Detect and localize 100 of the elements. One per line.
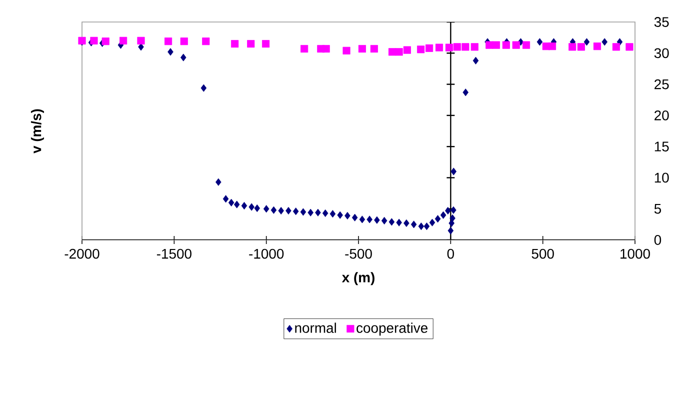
point bbox=[435, 44, 444, 52]
point bbox=[337, 211, 343, 219]
point bbox=[263, 205, 270, 213]
point bbox=[445, 206, 451, 215]
y-axis-title: v (m/s) bbox=[30, 109, 44, 154]
point bbox=[395, 48, 403, 56]
point bbox=[445, 44, 453, 52]
point bbox=[536, 38, 543, 46]
point bbox=[270, 206, 277, 214]
y-tick-label: 10 bbox=[654, 172, 669, 183]
x-tick-label: 500 bbox=[532, 248, 554, 259]
y-tick-label: 0 bbox=[654, 235, 662, 245]
point bbox=[292, 208, 299, 216]
x-tick-label: 0 bbox=[447, 248, 454, 259]
point bbox=[90, 36, 98, 44]
point bbox=[568, 43, 576, 51]
point bbox=[180, 38, 188, 46]
point bbox=[359, 216, 366, 224]
point bbox=[453, 43, 461, 51]
x-tick-label: -1500 bbox=[156, 248, 192, 259]
point bbox=[342, 46, 350, 54]
point bbox=[429, 218, 436, 226]
point bbox=[462, 43, 470, 51]
point bbox=[492, 41, 500, 49]
point bbox=[322, 44, 330, 53]
point bbox=[366, 216, 372, 224]
point bbox=[396, 218, 402, 226]
point bbox=[472, 56, 479, 64]
point bbox=[584, 38, 590, 46]
point bbox=[344, 212, 350, 220]
point bbox=[322, 209, 328, 218]
point bbox=[593, 42, 601, 50]
x-tick-label: -1000 bbox=[249, 248, 284, 259]
point bbox=[138, 43, 144, 51]
point bbox=[512, 41, 520, 49]
point bbox=[137, 36, 145, 44]
point bbox=[180, 54, 186, 62]
point bbox=[168, 48, 174, 56]
point bbox=[358, 44, 366, 53]
point bbox=[434, 215, 441, 223]
point bbox=[462, 88, 468, 96]
point bbox=[448, 226, 454, 234]
point bbox=[418, 222, 424, 230]
point bbox=[486, 41, 494, 49]
point bbox=[612, 43, 620, 51]
legend-label: normal bbox=[295, 322, 336, 333]
point bbox=[231, 40, 239, 48]
point bbox=[417, 46, 425, 54]
y-tick-label: 35 bbox=[654, 17, 669, 27]
point bbox=[330, 210, 336, 218]
point bbox=[388, 218, 395, 226]
point bbox=[370, 44, 378, 53]
point bbox=[254, 204, 260, 212]
point bbox=[247, 40, 255, 48]
x-tick-label: 1000 bbox=[620, 248, 650, 259]
point bbox=[222, 195, 229, 203]
point bbox=[410, 220, 417, 228]
point bbox=[352, 214, 358, 222]
point bbox=[522, 41, 530, 49]
point bbox=[200, 84, 207, 92]
point bbox=[470, 43, 478, 51]
point bbox=[234, 200, 240, 208]
point bbox=[374, 216, 380, 224]
point bbox=[164, 38, 172, 46]
point bbox=[577, 43, 585, 51]
point bbox=[278, 206, 284, 215]
y-tick-label: 15 bbox=[654, 142, 669, 152]
point bbox=[404, 219, 410, 227]
y-tick-label: 5 bbox=[654, 204, 662, 214]
x-tick-label: -500 bbox=[345, 248, 372, 259]
point bbox=[202, 38, 210, 46]
point bbox=[216, 178, 222, 186]
point bbox=[228, 198, 234, 206]
point bbox=[403, 46, 411, 54]
point bbox=[315, 208, 321, 216]
point bbox=[300, 208, 306, 216]
point bbox=[102, 38, 110, 46]
x-tick-label: -2000 bbox=[64, 248, 100, 259]
point bbox=[300, 44, 308, 53]
point bbox=[440, 211, 446, 219]
point bbox=[286, 206, 292, 215]
point bbox=[388, 48, 396, 56]
point bbox=[450, 168, 457, 176]
x-axis-title: x (m) bbox=[342, 272, 374, 286]
point bbox=[626, 43, 634, 51]
y-tick-label: 20 bbox=[654, 110, 669, 120]
point bbox=[602, 38, 608, 46]
point bbox=[248, 203, 254, 211]
point bbox=[381, 216, 388, 224]
point bbox=[308, 208, 314, 216]
point bbox=[241, 202, 248, 210]
point bbox=[120, 36, 128, 44]
point bbox=[450, 214, 456, 222]
y-tick-label: 30 bbox=[654, 48, 669, 58]
point bbox=[450, 206, 456, 214]
point bbox=[424, 222, 430, 230]
point bbox=[426, 44, 434, 52]
point bbox=[548, 42, 556, 50]
y-tick-label: 25 bbox=[654, 79, 669, 90]
legend-label: cooperative bbox=[356, 322, 428, 336]
